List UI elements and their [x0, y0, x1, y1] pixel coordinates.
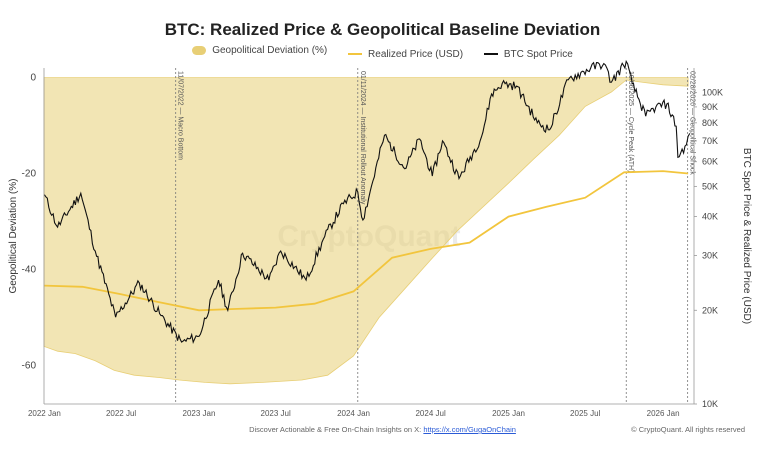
- x-tick-label: 2023 Jul: [261, 409, 291, 418]
- legend-label-realized: Realized Price (USD): [368, 48, 464, 60]
- footer-credit: © CryptoQuant. All rights reserved: [631, 425, 745, 434]
- legend-swatch-spot: [483, 53, 498, 55]
- annotation-label-4: 02/28/2026 — Geopolitical Shock: [689, 71, 696, 175]
- legend-label-deviation: Geopolitical Deviation (%): [212, 45, 328, 56]
- series-btc-spot-line: [43, 59, 691, 345]
- x-tick-label: 2025 Jul: [570, 409, 600, 418]
- annotation-label-1: 11/07/2022 — Macro Bottom: [177, 71, 184, 160]
- x-tick-label: 2026 Jan: [647, 409, 680, 418]
- annotation-label-3: 10/06/2025 — Cycle Peak (ATH): [627, 71, 634, 172]
- y-right-tick-label: 80K: [702, 118, 718, 128]
- legend-swatch-deviation: [192, 46, 207, 55]
- footer-link[interactable]: https://x.com/GugaOnChain: [423, 425, 516, 434]
- y-right-axis-title: BTC Spot Price & Realized Price (USD): [741, 148, 752, 324]
- legend: Geopolitical Deviation (%) Realized Pric…: [0, 45, 765, 60]
- legend-label-spot: BTC Spot Price: [503, 48, 573, 60]
- y-right-tick-label: 50K: [702, 181, 718, 191]
- footer-note: Discover Actionable & Free On-Chain Insi…: [0, 425, 765, 434]
- footer-text: Discover Actionable & Free On-Chain Insi…: [249, 425, 422, 434]
- legend-item-spot[interactable]: BTC Spot Price: [483, 48, 573, 60]
- y-left-axis-title: Geopolitical Deviation (%): [8, 178, 19, 293]
- y-left-tick-label: 0: [30, 73, 36, 84]
- y-right-tick-label: 10K: [702, 399, 718, 409]
- y-right-tick-label: 40K: [702, 212, 718, 222]
- chart-title: BTC: Realized Price & Geopolitical Basel…: [164, 20, 601, 39]
- y-right-tick-label: 100K: [702, 88, 723, 98]
- y-right-tick-label: 30K: [702, 250, 718, 260]
- x-tick-label: 2022 Jan: [28, 409, 61, 418]
- y-left-tick-label: -60: [22, 361, 37, 372]
- x-tick-label: 2024 Jan: [337, 409, 370, 418]
- y-right-tick-label: 90K: [702, 102, 718, 112]
- y-left-tick-label: -40: [22, 265, 37, 276]
- y-right-tick-label: 60K: [702, 157, 718, 167]
- x-tick-label: 2022 Jul: [106, 409, 136, 418]
- x-tick-label: 2024 Jul: [415, 409, 445, 418]
- series-realized-price-line: [44, 170, 689, 312]
- x-tick-label: 2025 Jan: [492, 409, 525, 418]
- y-left-tick-label: -20: [22, 169, 37, 180]
- annotation-label-2: 01/11/2024 — Institutional Rollout Anoma…: [359, 71, 366, 205]
- y-right-tick-label: 20K: [702, 305, 718, 315]
- legend-swatch-realized: [348, 53, 363, 55]
- legend-item-deviation[interactable]: Geopolitical Deviation (%): [192, 45, 327, 56]
- x-tick-label: 2023 Jan: [183, 409, 216, 418]
- legend-item-realized[interactable]: Realized Price (USD): [348, 49, 463, 60]
- y-right-tick-label: 70K: [702, 136, 718, 146]
